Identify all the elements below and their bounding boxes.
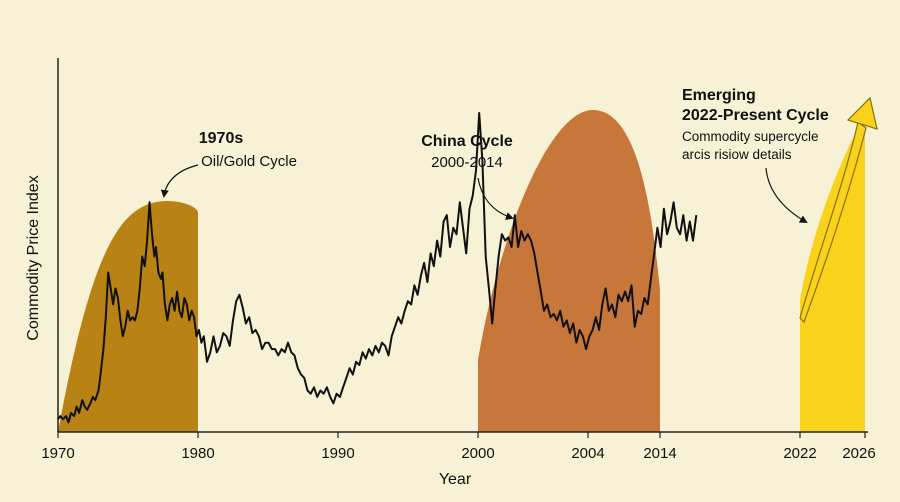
x-tick-label-2014: 2014 — [643, 445, 676, 462]
cycle-band-2 — [478, 110, 660, 432]
cycle-emerging-note-line2: arcis risiow details — [682, 147, 792, 162]
x-axis-title: Year — [439, 471, 472, 488]
emerging-cycle-arrow — [799, 96, 878, 324]
cycle-1970s-subtitle: Oil/Gold Cycle — [201, 153, 297, 170]
cycle-band-3 — [800, 115, 865, 432]
cycle-china-pointer — [477, 177, 514, 220]
cycle-china-title: China Cycle — [421, 133, 513, 150]
x-tick-label-1980: 1980 — [181, 445, 214, 462]
cycle-emerging-note-line1: Commodity supercycle — [682, 129, 819, 144]
x-tick-label-2026: 2026 — [842, 445, 875, 462]
arrow-head — [846, 96, 878, 130]
cycle-1970s-title: 1970s — [199, 130, 244, 147]
cycle-china-subtitle: 2000-2014 — [431, 154, 503, 171]
x-axis-ticks: 1970 1980 1990 2000 2004 2014 2022 2026 — [41, 432, 876, 462]
x-tick-label-1970: 1970 — [41, 445, 74, 462]
cycle-bands — [58, 110, 865, 432]
x-tick-label-2022: 2022 — [783, 445, 816, 462]
price-index-line — [57, 112, 698, 424]
cycle-emerging-title-line2: 2022-Present Cycle — [682, 107, 829, 124]
cycle-emerging-title-line1: Emerging — [682, 87, 756, 104]
arrow-body — [799, 120, 867, 324]
y-axis-title: Commodity Price Index — [25, 175, 42, 340]
x-tick-label-2004: 2004 — [571, 445, 604, 462]
cycle-emerging-pointer — [765, 167, 808, 224]
cycle-1970s-pointer — [160, 164, 199, 198]
cycle-band-1 — [58, 201, 198, 432]
x-tick-label-2000: 2000 — [461, 445, 494, 462]
x-tick-label-1990: 1990 — [321, 445, 354, 462]
